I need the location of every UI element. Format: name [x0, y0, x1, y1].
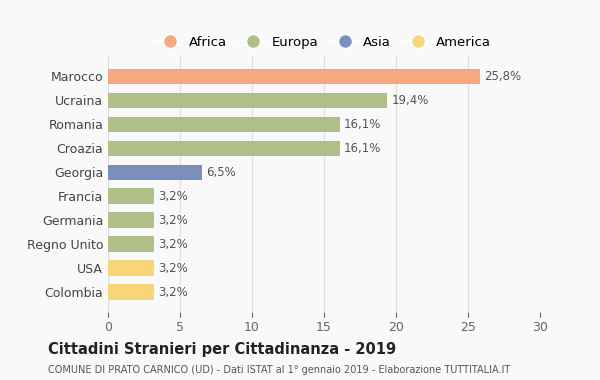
- Bar: [108, 212, 154, 228]
- Text: 16,1%: 16,1%: [344, 118, 382, 131]
- Bar: [108, 165, 202, 180]
- Text: 3,2%: 3,2%: [158, 238, 188, 251]
- Bar: [108, 285, 154, 300]
- Bar: [108, 93, 388, 108]
- Bar: [108, 117, 340, 132]
- Text: 3,2%: 3,2%: [158, 262, 188, 275]
- Text: 3,2%: 3,2%: [158, 214, 188, 227]
- Bar: [108, 260, 154, 276]
- Text: 16,1%: 16,1%: [344, 142, 382, 155]
- Text: 25,8%: 25,8%: [484, 70, 521, 83]
- Text: 3,2%: 3,2%: [158, 286, 188, 299]
- Bar: [108, 141, 340, 156]
- Text: 19,4%: 19,4%: [392, 94, 429, 107]
- Text: 6,5%: 6,5%: [206, 166, 236, 179]
- Bar: [108, 68, 479, 84]
- Bar: [108, 236, 154, 252]
- Text: COMUNE DI PRATO CARNICO (UD) - Dati ISTAT al 1° gennaio 2019 - Elaborazione TUTT: COMUNE DI PRATO CARNICO (UD) - Dati ISTA…: [48, 365, 510, 375]
- Text: Cittadini Stranieri per Cittadinanza - 2019: Cittadini Stranieri per Cittadinanza - 2…: [48, 342, 396, 357]
- Text: 3,2%: 3,2%: [158, 190, 188, 203]
- Bar: [108, 188, 154, 204]
- Legend: Africa, Europa, Asia, America: Africa, Europa, Asia, America: [152, 30, 496, 54]
